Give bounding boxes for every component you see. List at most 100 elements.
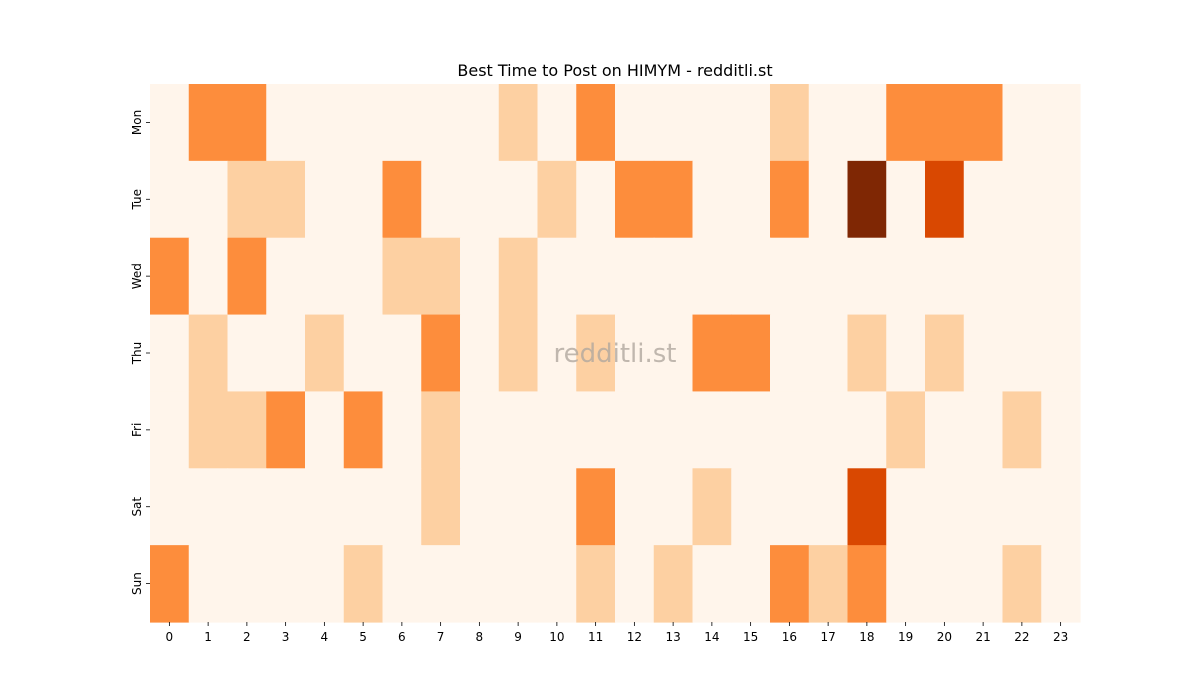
heatmap-cell <box>382 84 422 162</box>
heatmap-cell <box>498 468 539 546</box>
heatmap-cell <box>576 84 616 162</box>
heatmap-cell <box>150 391 190 469</box>
heatmap-cell <box>615 545 655 623</box>
x-tick-label: 14 <box>704 630 719 644</box>
heatmap-cell <box>266 237 306 316</box>
heatmap-cell <box>498 391 539 469</box>
heatmap-cell <box>343 160 384 239</box>
heatmap-cell <box>925 237 965 316</box>
heatmap-cell <box>692 314 732 393</box>
heatmap-cell <box>227 468 267 546</box>
heatmap-cell <box>886 160 926 239</box>
heatmap-cell <box>343 84 384 162</box>
heatmap-cell <box>576 391 616 469</box>
heatmap-cell <box>498 314 539 393</box>
heatmap-cell <box>266 160 306 239</box>
heatmap-cell <box>150 237 190 316</box>
heatmap-cell <box>653 314 694 393</box>
heatmap-cell <box>460 391 500 469</box>
heatmap-cell <box>963 160 1004 239</box>
heatmap-cell <box>460 314 500 393</box>
heatmap-cell <box>305 468 345 546</box>
heatmap-cell <box>731 237 771 316</box>
heatmap-cell <box>150 314 190 393</box>
heatmap-cell <box>421 84 461 162</box>
heatmap-cell <box>886 391 926 469</box>
heatmap-cell <box>808 468 849 546</box>
heatmap-cell <box>925 84 965 162</box>
heatmap-cell <box>1041 84 1081 162</box>
heatmap-cell <box>963 84 1004 162</box>
y-tick-label: Thu <box>130 342 144 366</box>
watermark-text: redditli.st <box>554 339 677 369</box>
heatmap-cell <box>150 84 190 162</box>
heatmap-cell <box>692 84 732 162</box>
heatmap-cell <box>653 160 694 239</box>
heatmap-cells <box>150 84 1081 623</box>
heatmap-cell <box>925 468 965 546</box>
heatmap-cell <box>886 84 926 162</box>
heatmap-cell <box>808 160 849 239</box>
heatmap-cell <box>537 391 577 469</box>
heatmap-cell <box>537 468 577 546</box>
heatmap-cell <box>460 545 500 623</box>
heatmap-cell <box>770 545 810 623</box>
heatmap-cell <box>343 314 384 393</box>
heatmap-cell <box>770 391 810 469</box>
heatmap-cell <box>421 314 461 393</box>
heatmap-cell <box>460 468 500 546</box>
heatmap-cell <box>770 237 810 316</box>
heatmap-cell <box>1002 468 1042 546</box>
x-tick-label: 0 <box>166 630 174 644</box>
heatmap-cell <box>305 160 345 239</box>
heatmap-cell <box>615 160 655 239</box>
x-tick-label: 3 <box>282 630 290 644</box>
heatmap-cell <box>188 314 229 393</box>
heatmap-cell <box>498 84 539 162</box>
heatmap-cell <box>421 160 461 239</box>
x-tick-label: 16 <box>782 630 797 644</box>
heatmap-cell <box>1041 237 1081 316</box>
x-tick-label: 21 <box>975 630 990 644</box>
heatmap-cell <box>227 314 267 393</box>
x-tick-label: 5 <box>359 630 367 644</box>
heatmap-cell <box>886 314 926 393</box>
heatmap-cell <box>382 160 422 239</box>
x-tick-label: 12 <box>627 630 642 644</box>
heatmap-cell <box>1041 545 1081 623</box>
heatmap-cell <box>1002 160 1042 239</box>
heatmap-cell <box>731 314 771 393</box>
heatmap-cell <box>227 84 267 162</box>
heatmap-cell <box>847 391 887 469</box>
heatmap-cell <box>963 391 1004 469</box>
heatmap-cell <box>963 468 1004 546</box>
heatmap-cell <box>266 314 306 393</box>
heatmap-cell <box>808 84 849 162</box>
heatmap-cell <box>653 391 694 469</box>
heatmap-cell <box>498 545 539 623</box>
x-tick-label: 10 <box>549 630 564 644</box>
heatmap-cell <box>382 545 422 623</box>
heatmap-cell <box>808 314 849 393</box>
heatmap-cell <box>692 468 732 546</box>
heatmap-cell <box>847 545 887 623</box>
x-tick-label: 15 <box>743 630 758 644</box>
heatmap-cell <box>731 545 771 623</box>
heatmap-cell <box>692 160 732 239</box>
heatmap-cell <box>1041 160 1081 239</box>
heatmap-cell <box>808 545 849 623</box>
heatmap-cell <box>1002 545 1042 623</box>
heatmap-cell <box>537 84 577 162</box>
heatmap-cell <box>188 237 229 316</box>
heatmap-cell <box>847 314 887 393</box>
heatmap-cell <box>382 314 422 393</box>
heatmap-cell <box>305 314 345 393</box>
heatmap-cell <box>653 84 694 162</box>
heatmap-cell <box>537 237 577 316</box>
x-tick-label: 19 <box>898 630 913 644</box>
chart-title: Best Time to Post on HIMYM - redditli.st <box>457 61 772 80</box>
heatmap-cell <box>343 391 384 469</box>
heatmap-cell <box>925 160 965 239</box>
heatmap-cell <box>537 314 577 393</box>
